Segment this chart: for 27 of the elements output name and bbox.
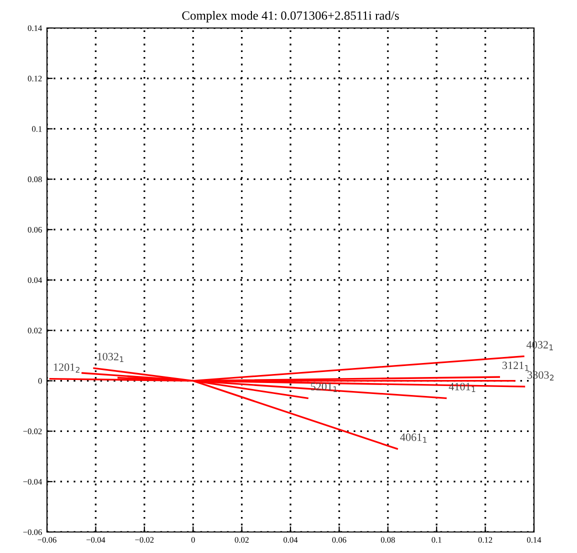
x-tick-label: 0.08 bbox=[380, 537, 395, 543]
annotation: 3121$_{1}$ bbox=[502, 362, 529, 371]
y-tick-label: 0.14 bbox=[28, 25, 42, 32]
x-tick-label: 0.14 bbox=[527, 537, 542, 543]
y-tick-label: 0.08 bbox=[28, 176, 42, 182]
x-tick-label: 0 bbox=[191, 537, 195, 543]
x-tick-label: 0.12 bbox=[478, 537, 492, 543]
y-tick-label: 0.12 bbox=[28, 76, 42, 82]
y-tick-label: 0 bbox=[38, 378, 42, 384]
annotation: 1032$_{1}$ bbox=[98, 352, 124, 362]
x-tick-label: 0.04 bbox=[284, 537, 298, 543]
x-tick-label: 0.06 bbox=[332, 537, 346, 543]
annotation: 1201$_{2}$ bbox=[54, 363, 80, 373]
y-tick-label: 0.02 bbox=[28, 328, 42, 334]
chart-title: Complex mode 41: 0.071306+2.8511i rad/s bbox=[182, 10, 399, 22]
x-tick-label: −0.06 bbox=[38, 537, 56, 543]
y-tick-label: 0.06 bbox=[28, 226, 42, 233]
x-tick-label: 0.02 bbox=[234, 537, 249, 543]
y-tick-label: −0.02 bbox=[23, 428, 42, 434]
x-tick-label: −0.02 bbox=[135, 537, 154, 543]
x-tick-label: −0.04 bbox=[86, 537, 106, 543]
y-tick-label: 0.04 bbox=[28, 277, 42, 284]
y-tick-label: −0.04 bbox=[23, 478, 42, 485]
annotation: 4061$_{1}$ bbox=[400, 433, 426, 443]
x-tick-label: 0.1 bbox=[432, 537, 442, 543]
y-tick-label: −0.06 bbox=[23, 529, 42, 536]
y-tick-label: 0.1 bbox=[32, 126, 42, 132]
